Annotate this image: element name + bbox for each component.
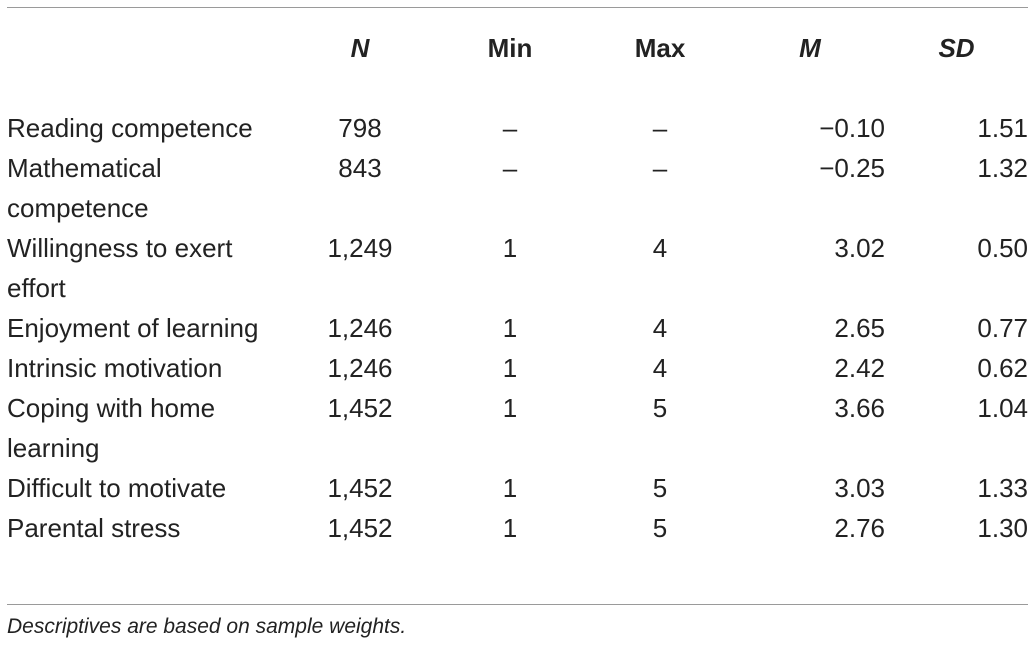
cell-max: – — [652, 113, 668, 143]
table-row: Mathematical competence 843 – – −0.25 1.… — [7, 148, 1028, 228]
table-row: Willingness to exert effort 1,249 1 4 3.… — [7, 228, 1028, 308]
cell-max: 4 — [652, 313, 668, 343]
cell-sd: 1.30 — [977, 513, 1028, 543]
cell-sd: 1.04 — [977, 393, 1028, 423]
cell-min: 1 — [502, 393, 518, 423]
cell-n: 798 — [338, 113, 382, 143]
header-label — [7, 8, 285, 88]
table-row: Difficult to motivate 1,452 1 5 3.03 1.3… — [7, 468, 1028, 508]
cell-max: 5 — [652, 473, 668, 503]
cell-m: 2.42 — [834, 353, 885, 383]
descriptives-table: N Min Max M SD Reading competence 798 – … — [7, 8, 1028, 548]
cell-min: 1 — [502, 353, 518, 383]
cell-max: 4 — [652, 233, 668, 263]
cell-m: 2.76 — [834, 513, 885, 543]
header-min: Min — [487, 32, 533, 63]
cell-sd: 0.62 — [977, 353, 1028, 383]
cell-m: −0.25 — [819, 153, 885, 183]
cell-m: 3.02 — [834, 233, 885, 263]
table-row: Coping with home learning 1,452 1 5 3.66… — [7, 388, 1028, 468]
cell-min: – — [502, 113, 518, 143]
cell-m: 3.66 — [834, 393, 885, 423]
header-sd: SD — [938, 32, 975, 63]
cell-max: – — [652, 153, 668, 183]
cell-n: 1,452 — [327, 513, 393, 543]
cell-min: 1 — [502, 513, 518, 543]
table-header-row: N Min Max M SD — [7, 8, 1028, 88]
cell-max: 5 — [652, 513, 668, 543]
cell-sd: 1.51 — [977, 113, 1028, 143]
cell-max: 5 — [652, 393, 668, 423]
table-top-rule — [7, 7, 1028, 8]
cell-n: 1,249 — [327, 233, 393, 263]
cell-sd: 0.77 — [977, 313, 1028, 343]
cell-sd: 1.33 — [977, 473, 1028, 503]
cell-sd: 0.50 — [977, 233, 1028, 263]
cell-n: 1,452 — [327, 473, 393, 503]
row-label: Mathematical competence — [7, 153, 162, 223]
cell-min: 1 — [502, 313, 518, 343]
row-label: Reading competence — [7, 113, 253, 143]
table-bottom-rule — [7, 604, 1028, 605]
row-label: Coping with home learning — [7, 393, 216, 463]
cell-m: 3.03 — [834, 473, 885, 503]
cell-n: 1,246 — [327, 313, 393, 343]
cell-n: 1,452 — [327, 393, 393, 423]
cell-sd: 1.32 — [977, 153, 1028, 183]
header-m: M — [799, 32, 821, 63]
header-max: Max — [634, 32, 686, 63]
table-row: Reading competence 798 – – −0.10 1.51 — [7, 108, 1028, 148]
cell-m: 2.65 — [834, 313, 885, 343]
row-label: Parental stress — [7, 513, 181, 543]
cell-n: 843 — [338, 153, 382, 183]
cell-min: – — [502, 153, 518, 183]
table-footnote: Descriptives are based on sample weights… — [7, 615, 407, 638]
row-label: Willingness to exert effort — [7, 233, 233, 303]
row-label: Difficult to motivate — [7, 473, 227, 503]
table-row: Intrinsic motivation 1,246 1 4 2.42 0.62 — [7, 348, 1028, 388]
row-label: Intrinsic motivation — [7, 353, 223, 383]
cell-m: −0.10 — [819, 113, 885, 143]
cell-min: 1 — [502, 473, 518, 503]
cell-n: 1,246 — [327, 353, 393, 383]
cell-max: 4 — [652, 353, 668, 383]
table-row: Parental stress 1,452 1 5 2.76 1.30 — [7, 508, 1028, 548]
header-n: N — [350, 32, 370, 63]
cell-min: 1 — [502, 233, 518, 263]
table-row: Enjoyment of learning 1,246 1 4 2.65 0.7… — [7, 308, 1028, 348]
row-label: Enjoyment of learning — [7, 313, 259, 343]
header-spacer — [7, 88, 1028, 108]
